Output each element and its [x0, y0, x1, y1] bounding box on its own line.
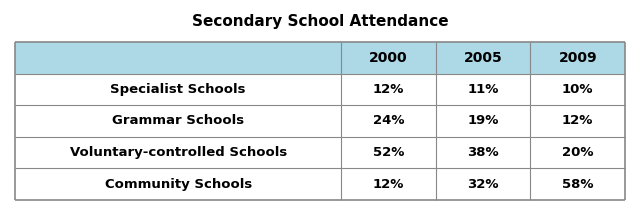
Text: 10%: 10%: [562, 83, 593, 96]
Bar: [15, 168, 625, 200]
Text: 38%: 38%: [467, 146, 499, 159]
Text: 24%: 24%: [373, 114, 404, 127]
Bar: [15, 74, 625, 105]
Bar: [15, 42, 625, 74]
Text: Community Schools: Community Schools: [104, 178, 252, 191]
Text: 20%: 20%: [562, 146, 593, 159]
Text: Specialist Schools: Specialist Schools: [111, 83, 246, 96]
Bar: [15, 137, 625, 168]
Text: 12%: 12%: [373, 178, 404, 191]
Text: 2009: 2009: [559, 51, 597, 65]
Text: 2000: 2000: [369, 51, 408, 65]
Text: Grammar Schools: Grammar Schools: [112, 114, 244, 127]
Text: Secondary School Attendance: Secondary School Attendance: [192, 14, 448, 29]
Text: 32%: 32%: [467, 178, 499, 191]
Bar: [15, 105, 625, 137]
Text: 52%: 52%: [373, 146, 404, 159]
Text: Voluntary-controlled Schools: Voluntary-controlled Schools: [70, 146, 287, 159]
Text: 19%: 19%: [467, 114, 499, 127]
Text: 12%: 12%: [373, 83, 404, 96]
Text: 11%: 11%: [467, 83, 499, 96]
Text: 2005: 2005: [464, 51, 502, 65]
Text: 58%: 58%: [562, 178, 593, 191]
Text: 12%: 12%: [562, 114, 593, 127]
